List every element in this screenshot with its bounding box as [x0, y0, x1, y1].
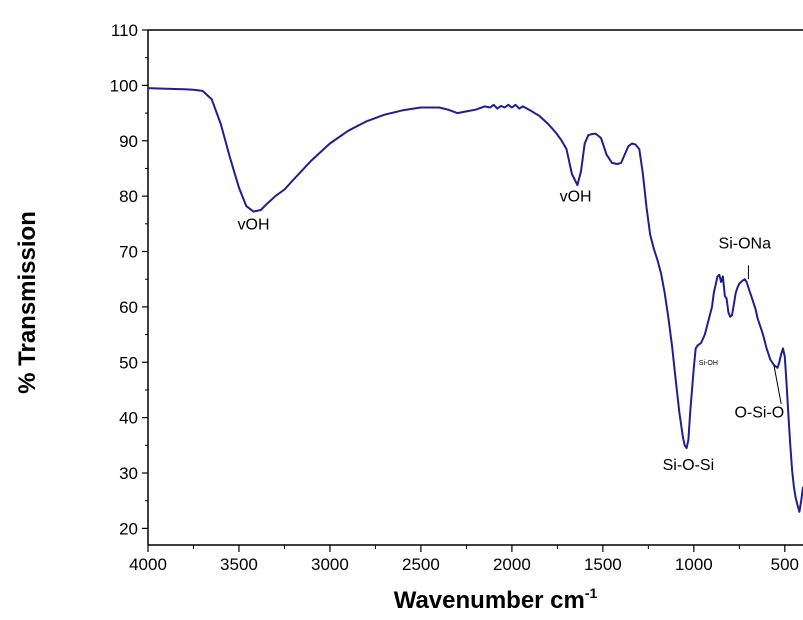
x-tick-label: 4000 [129, 555, 167, 574]
annotations: vOH vOH Si-ONa Si-OH O-Si-O Si-O-Si [238, 189, 785, 475]
x-tick-label: 500 [771, 555, 799, 574]
y-tick-label: 110 [111, 21, 138, 40]
peak-annotation: Si-O-Si [663, 457, 715, 474]
ticks: 20 30 40 50 60 70 80 90 100 110 4000 3500 3000 2500 20… [110, 21, 799, 574]
annotation-pointer [773, 364, 782, 404]
y-tick-label: 60 [119, 298, 138, 317]
spectrum-line [147, 87, 803, 513]
x-tick-label: 2000 [493, 555, 531, 574]
y-tick-label: 80 [119, 187, 138, 206]
x-tick-label: 3500 [220, 555, 258, 574]
peak-annotation: O-Si-O [734, 405, 784, 422]
y-tick-label: 90 [119, 132, 138, 151]
y-tick-label: 20 [119, 519, 138, 538]
peak-annotation: vOH [560, 189, 592, 206]
x-tick-label: 1000 [675, 555, 713, 574]
peak-annotation: Si-ONa [719, 236, 772, 253]
x-axis-title-text: Wavenumber cm [394, 587, 585, 614]
series [147, 87, 803, 513]
x-axis-title: Wavenumber cm-1 [394, 585, 598, 614]
x-axis-title-superscript: -1 [585, 585, 598, 601]
y-tick-label: 70 [119, 243, 138, 262]
x-tick-label: 1500 [584, 555, 622, 574]
y-axis-title: % Transmission [14, 211, 41, 394]
y-tick-label: 50 [119, 353, 138, 372]
peak-annotation: vOH [238, 216, 270, 233]
y-tick-label: 100 [110, 76, 138, 95]
y-tick-label: 30 [119, 464, 138, 483]
x-tick-label: 2500 [402, 555, 440, 574]
y-tick-label: 40 [119, 409, 138, 428]
x-tick-label: 3000 [311, 555, 349, 574]
peak-annotation: Si-OH [699, 360, 718, 367]
